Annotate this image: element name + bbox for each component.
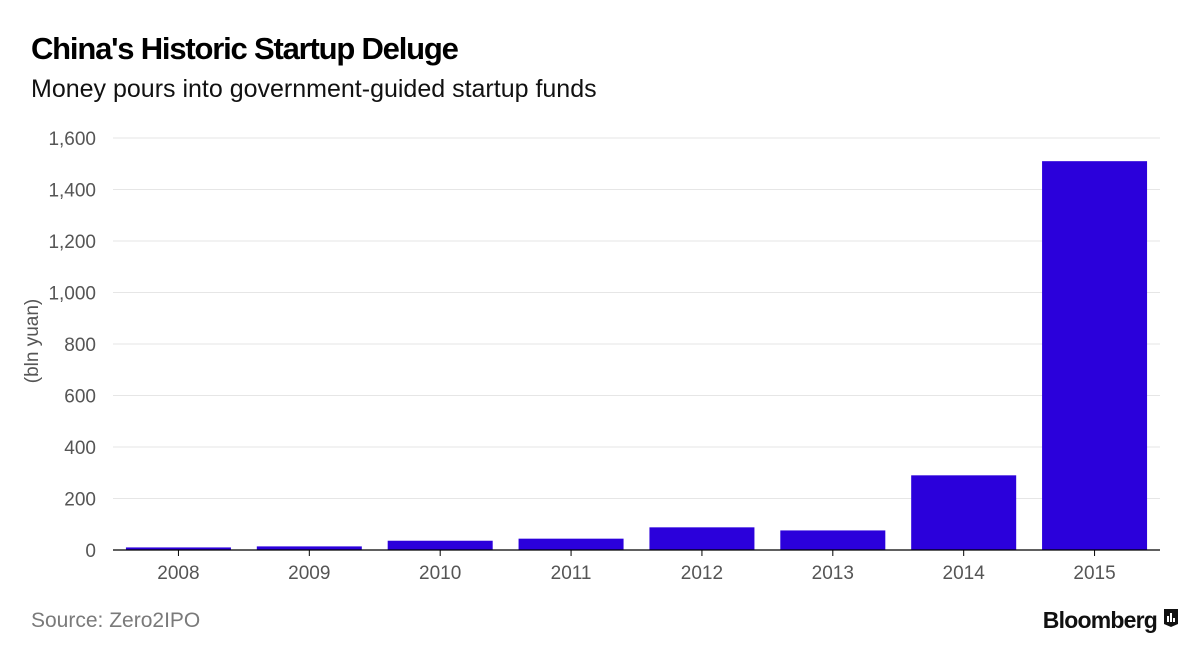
bar-2008 <box>125 547 231 550</box>
x-tick-labels: 2008 2009 2010 2011 2012 2013 2014 2015 <box>157 563 1115 584</box>
y-tick-label: 800 <box>64 335 96 356</box>
x-tick-label: 2011 <box>551 563 592 584</box>
y-tick-label: 600 <box>64 387 96 408</box>
gridlines <box>113 137 1160 499</box>
x-tick-label: 2014 <box>943 563 986 584</box>
bar-2009 <box>256 546 362 550</box>
bar-2010 <box>387 540 493 550</box>
y-axis-label: (bln yuan) <box>22 299 43 384</box>
y-tick-label: 1,200 <box>48 232 96 253</box>
x-tick-label: 2009 <box>288 563 330 584</box>
y-tick-label: 1,400 <box>48 181 96 202</box>
brand-name: Bloomberg <box>1042 607 1158 633</box>
x-tick-label: 2015 <box>1073 563 1115 584</box>
y-tick-labels: 0 200 400 600 800 1,000 1,200 1,400 1,600 <box>48 129 96 562</box>
bars <box>125 161 1148 551</box>
bar-2011 <box>518 538 624 550</box>
bar-2012 <box>649 527 755 550</box>
axes <box>113 549 1160 556</box>
y-tick-label: 0 <box>85 541 96 562</box>
x-tick-label: 2008 <box>157 563 199 584</box>
x-tick-label: 2012 <box>681 563 723 584</box>
bar-2015 <box>1042 161 1148 551</box>
bloomberg-chart-icon <box>1163 608 1179 633</box>
y-tick-label: 1,000 <box>48 284 96 305</box>
brand-logo: Bloomberg <box>1043 607 1179 634</box>
bar-2014 <box>911 475 1017 550</box>
bar-2013 <box>780 530 886 550</box>
chart-title: China's Historic Startup Deluge <box>31 31 459 66</box>
y-tick-label: 1,600 <box>48 129 96 150</box>
chart-subtitle: Money pours into government-guided start… <box>31 75 597 103</box>
y-tick-label: 400 <box>64 438 96 459</box>
x-tick-label: 2013 <box>812 563 854 584</box>
y-tick-label: 200 <box>64 490 96 511</box>
x-tick-label: 2010 <box>419 563 461 584</box>
source-note: Source: Zero2IPO <box>31 609 201 632</box>
